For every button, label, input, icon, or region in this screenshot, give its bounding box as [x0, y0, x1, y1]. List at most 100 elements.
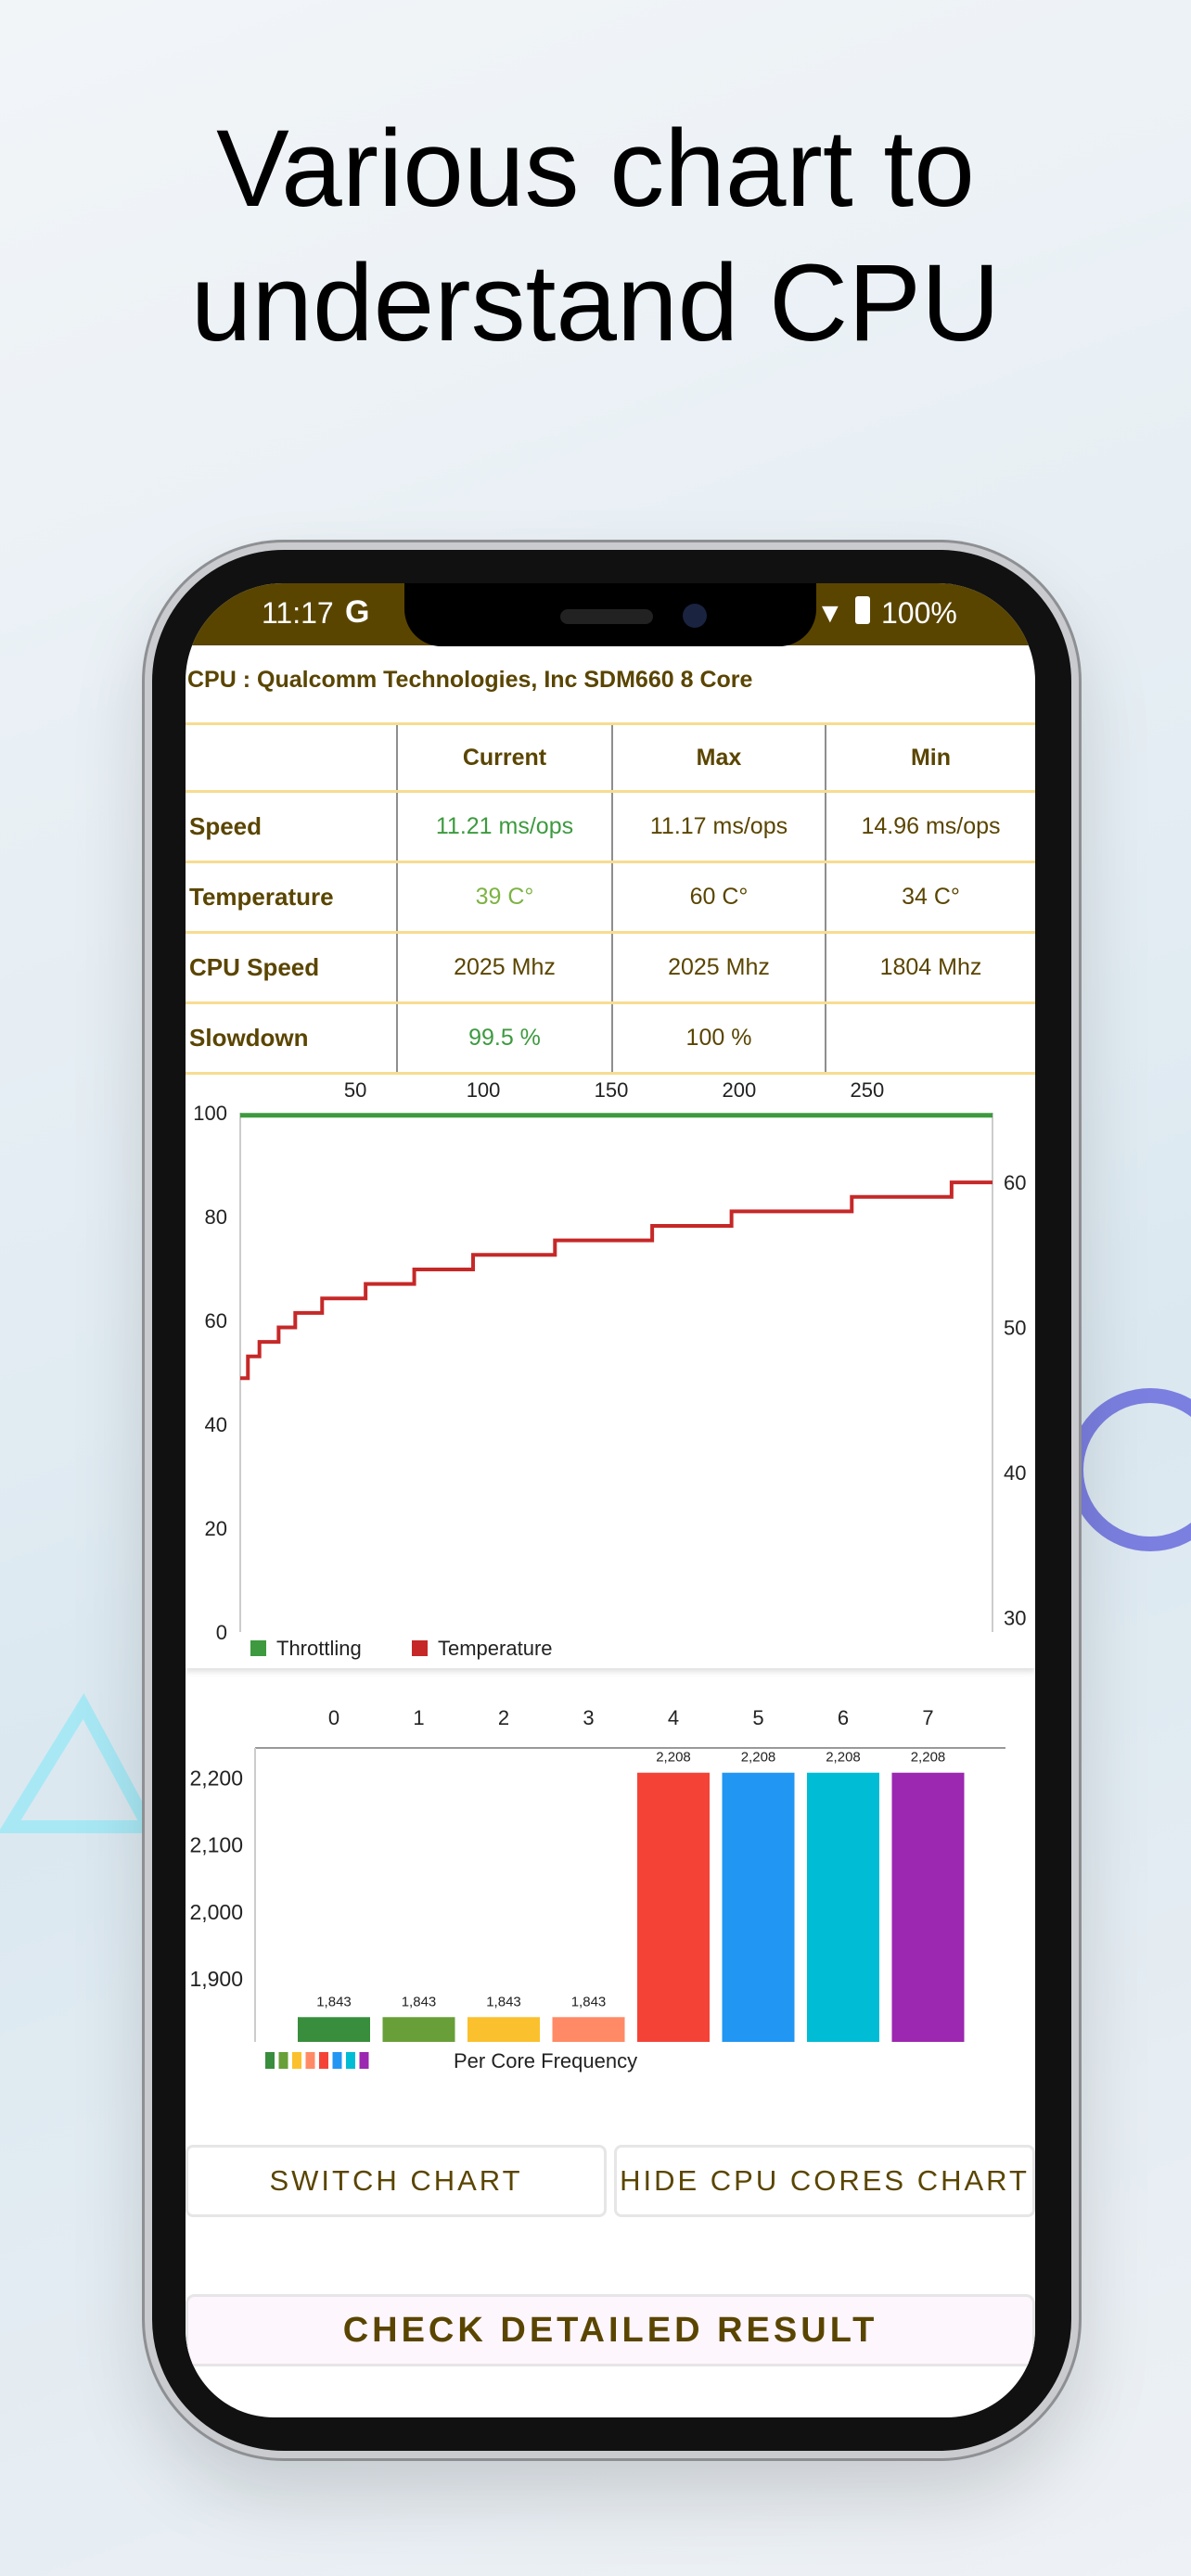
legend-swatch: [319, 2052, 328, 2069]
left-y-tick-label: 80: [205, 1205, 227, 1229]
max-value: 11.17 ms/ops: [611, 793, 825, 861]
current-value: 11.21 ms/ops: [396, 793, 611, 861]
min-value: [825, 1004, 1035, 1072]
x-tick-label: 250: [850, 1078, 884, 1102]
battery-charging-icon: [855, 596, 870, 624]
bar-data-label: 1,843: [486, 1994, 521, 2009]
x-tick-label: 1: [413, 1706, 424, 1729]
legend-swatch: [346, 2052, 355, 2069]
hide-cpu-cores-chart-button[interactable]: HIDE CPU CORES CHART: [614, 2145, 1035, 2217]
max-value: 60 C°: [611, 863, 825, 931]
min-value: 14.96 ms/ops: [825, 793, 1035, 861]
legend-swatch: [359, 2052, 369, 2069]
bar-core-5: [722, 1772, 795, 2042]
legend-swatch: [305, 2052, 315, 2069]
bar-core-2: [467, 2017, 540, 2042]
bar-data-label: 1,843: [316, 1994, 352, 2009]
header-blank: [186, 725, 396, 790]
headline-line-2: understand CPU: [190, 242, 1001, 364]
table-row-speed: Speed 11.21 ms/ops 11.17 ms/ops 14.96 ms…: [186, 793, 1035, 863]
bar-core-4: [637, 1772, 710, 2042]
left-y-tick-label: 0: [216, 1621, 227, 1644]
header-current: Current: [396, 725, 611, 790]
legend-swatch: [250, 1640, 266, 1656]
table-row-temperature: Temperature 39 C° 60 C° 34 C°: [186, 863, 1035, 934]
y-tick-label: 2,000: [189, 1900, 243, 1924]
min-value: 34 C°: [825, 863, 1035, 931]
right-y-tick-label: 40: [1004, 1461, 1026, 1485]
table-row-cpu-speed: CPU Speed 2025 Mhz 2025 Mhz 1804 Mhz: [186, 934, 1035, 1004]
per-core-frequency-chart: 1,900 2,000 2,100 2,200 0 1,843 1 1,843 2 1,843 3 1…: [189, 1706, 1005, 2072]
legend-swatch: [332, 2052, 342, 2069]
cpu-title: CPU : Qualcomm Technologies, Inc SDM660 …: [187, 667, 753, 693]
right-y-tick-label: 60: [1004, 1171, 1026, 1194]
series-line-temperature: [240, 1180, 992, 1381]
y-tick-label: 2,100: [189, 1833, 243, 1857]
speaker-grille: [560, 609, 653, 624]
triangle-decoration: [0, 1692, 158, 1833]
legend-swatch: [278, 2052, 288, 2069]
switch-chart-button[interactable]: SWITCH CHART: [186, 2145, 607, 2217]
legend-swatch: [265, 2052, 275, 2069]
table-row-slowdown: Slowdown 99.5 % 100 %: [186, 1004, 1035, 1075]
x-tick-label: 100: [467, 1078, 501, 1102]
clock: 11:17: [262, 596, 334, 630]
y-tick-label: 1,900: [189, 1967, 243, 1991]
bar-data-label: 1,843: [571, 1994, 607, 2009]
right-y-tick-label: 50: [1004, 1317, 1026, 1340]
min-value: 1804 Mhz: [825, 934, 1035, 1001]
bar-data-label: 2,208: [911, 1750, 946, 1766]
bar-data-label: 2,208: [826, 1750, 861, 1766]
legend-label: Per Core Frequency: [454, 2049, 637, 2072]
row-label: Speed: [189, 812, 263, 840]
row-label: CPU Speed: [189, 953, 320, 981]
throttling-temperature-chart: 50 100 150 200 250 0 20 40 60 80 100 30 40 50 60 Thrott…: [193, 1078, 1026, 1660]
current-value: 99.5 %: [396, 1004, 611, 1072]
x-tick-label: 2: [498, 1706, 509, 1729]
right-y-tick-label: 30: [1004, 1606, 1026, 1629]
check-detailed-result-button[interactable]: CHECK DETAILED RESULT: [186, 2294, 1035, 2366]
max-value: 100 %: [611, 1004, 825, 1072]
x-tick-label: 150: [595, 1078, 629, 1102]
legend-swatch: [292, 2052, 301, 2069]
legend-label: Throttling: [276, 1637, 362, 1660]
headline: Various chart to understand CPU: [0, 102, 1191, 371]
google-icon: G: [345, 594, 370, 630]
left-y-tick-label: 40: [205, 1413, 227, 1436]
bar-core-6: [807, 1772, 879, 2042]
x-tick-label: 200: [723, 1078, 757, 1102]
legend-swatch: [412, 1640, 428, 1656]
bar-core-3: [552, 2017, 625, 2042]
bar-data-label: 2,208: [741, 1750, 776, 1766]
x-tick-label: 0: [328, 1706, 339, 1729]
current-value: 2025 Mhz: [396, 934, 611, 1001]
left-y-tick-label: 60: [205, 1309, 227, 1333]
bar-core-0: [298, 2017, 370, 2042]
headline-line-1: Various chart to: [216, 108, 975, 230]
x-tick-label: 6: [838, 1706, 849, 1729]
bar-core-1: [382, 2017, 455, 2042]
current-value: 39 C°: [396, 863, 611, 931]
x-tick-label: 4: [668, 1706, 679, 1729]
bar-core-7: [891, 1772, 965, 2042]
camera-icon: [683, 604, 707, 628]
battery-percent: 100%: [881, 596, 957, 630]
phone-screen: 11:17 G ▼ 100% CPU : Qualcomm Technologi…: [186, 583, 1035, 2417]
cpu-stats-table: Current Max Min Speed 11.21 ms/ops 11.17…: [186, 722, 1035, 1075]
legend-label: Temperature: [438, 1637, 553, 1660]
bar-data-label: 1,843: [402, 1994, 437, 2009]
header-min: Min: [825, 725, 1035, 790]
ring-decoration: [1069, 1388, 1191, 1551]
bar-data-label: 2,208: [656, 1750, 691, 1766]
throttling-chart-card: 50 100 150 200 250 0 20 40 60 80 100 30 40 50 60 Thrott…: [186, 1077, 1035, 1668]
x-tick-label: 3: [583, 1706, 594, 1729]
row-label: Slowdown: [189, 1024, 309, 1052]
header-max: Max: [611, 725, 825, 790]
x-tick-label: 7: [922, 1706, 933, 1729]
table-header-row: Current Max Min: [186, 722, 1035, 793]
row-label: Temperature: [189, 883, 334, 911]
home-indicator[interactable]: [499, 2404, 722, 2412]
camera-notch: [404, 583, 816, 646]
max-value: 2025 Mhz: [611, 934, 825, 1001]
x-tick-label: 50: [344, 1078, 366, 1102]
